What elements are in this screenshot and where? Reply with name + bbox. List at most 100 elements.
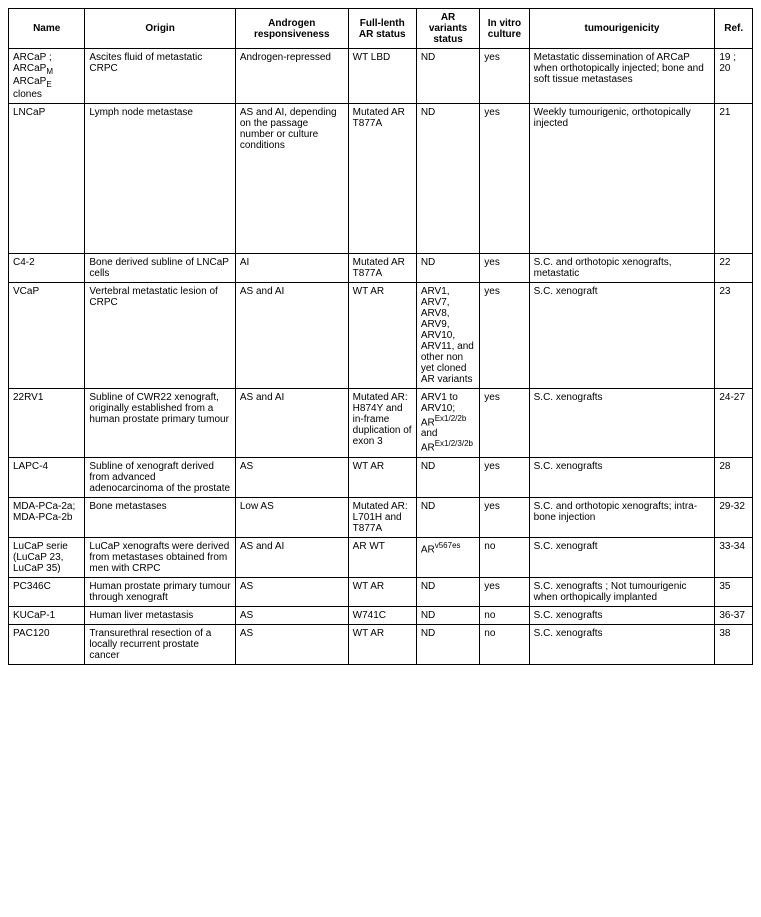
cell-arVariants: ND <box>416 624 479 664</box>
cell-name: PC346C <box>9 577 85 606</box>
cell-fullAr: Mutated AR: L701H and T877A <box>348 497 416 537</box>
cell-androgen: AS and AI <box>235 283 348 389</box>
cell-arVariants: ND <box>416 497 479 537</box>
cell-inVitro: yes <box>480 104 529 254</box>
cell-inVitro: yes <box>480 389 529 458</box>
cell-tumour: S.C. xenografts <box>529 624 715 664</box>
table-row: LuCaP serie (LuCaP 23, LuCaP 35)LuCaP xe… <box>9 537 753 577</box>
cell-arVariants: ND <box>416 49 479 104</box>
cell-origin: Human liver metastasis <box>85 606 235 624</box>
table-row: LAPC-4 Subline of xenograft derived from… <box>9 457 753 497</box>
cell-ref: 21 <box>715 104 753 254</box>
cell-tumour: Metastatic dissemination of ARCaP when o… <box>529 49 715 104</box>
cell-androgen: AI <box>235 254 348 283</box>
cell-fullAr: Mutated AR T877A <box>348 254 416 283</box>
header-arVariants: AR variants status <box>416 9 479 49</box>
cell-ref: 23 <box>715 283 753 389</box>
cell-inVitro: yes <box>480 577 529 606</box>
cell-inVitro: no <box>480 606 529 624</box>
cell-ref: 29-32 <box>715 497 753 537</box>
cell-ref: 35 <box>715 577 753 606</box>
table-row: KUCaP-1Human liver metastasisASW741CNDno… <box>9 606 753 624</box>
table-row: VCaPVertebral metastatic lesion of CRPCA… <box>9 283 753 389</box>
cell-origin: Vertebral metastatic lesion of CRPC <box>85 283 235 389</box>
cell-androgen: AS <box>235 577 348 606</box>
cell-name: LAPC-4 <box>9 457 85 497</box>
cell-ref: 33-34 <box>715 537 753 577</box>
cell-inVitro: yes <box>480 497 529 537</box>
header-row: Name Origin Androgen responsiveness Full… <box>9 9 753 49</box>
cell-fullAr: WT AR <box>348 624 416 664</box>
cell-tumour: Weekly tumourigenic, orthotopically inje… <box>529 104 715 254</box>
cell-fullAr: WT LBD <box>348 49 416 104</box>
cell-ref: 28 <box>715 457 753 497</box>
cell-arVariants: ND <box>416 254 479 283</box>
cell-origin: Subline of xenograft derived from advanc… <box>85 457 235 497</box>
cell-origin: Bone derived subline of LNCaP cells <box>85 254 235 283</box>
cell-name: ARCaP ; ARCaPM ARCaPE clones <box>9 49 85 104</box>
cell-fullAr: Mutated AR: H874Y and in-frame duplicati… <box>348 389 416 458</box>
cell-tumour: S.C. xenografts <box>529 389 715 458</box>
table-row: LNCaPLymph node metastaseAS and AI, depe… <box>9 104 753 254</box>
cell-fullAr: WT AR <box>348 283 416 389</box>
cell-arVariants: ARv567es <box>416 537 479 577</box>
header-tumour: tumourigenicity <box>529 9 715 49</box>
table-row: PAC120Transurethral resection of a local… <box>9 624 753 664</box>
cell-arVariants: ND <box>416 606 479 624</box>
cell-origin: Ascites fluid of metastatic CRPC <box>85 49 235 104</box>
cell-ref: 19 ; 20 <box>715 49 753 104</box>
cell-androgen: Androgen-repressed <box>235 49 348 104</box>
cell-name: KUCaP-1 <box>9 606 85 624</box>
cell-tumour: S.C. xenograft <box>529 283 715 389</box>
cell-androgen: AS <box>235 606 348 624</box>
cell-ref: 24-27 <box>715 389 753 458</box>
cell-fullAr: W741C <box>348 606 416 624</box>
cell-ref: 38 <box>715 624 753 664</box>
prostate-cell-lines-table: Name Origin Androgen responsiveness Full… <box>8 8 753 665</box>
cell-name: PAC120 <box>9 624 85 664</box>
cell-name: LNCaP <box>9 104 85 254</box>
table-row: PC346CHuman prostate primary tumour thro… <box>9 577 753 606</box>
header-androgen: Androgen responsiveness <box>235 9 348 49</box>
cell-androgen: AS and AI, depending on the passage numb… <box>235 104 348 254</box>
cell-inVitro: yes <box>480 254 529 283</box>
cell-ref: 36-37 <box>715 606 753 624</box>
header-fullAr: Full-lenth AR status <box>348 9 416 49</box>
cell-tumour: S.C. xenografts <box>529 457 715 497</box>
cell-fullAr: Mutated AR T877A <box>348 104 416 254</box>
cell-name: MDA-PCa-2a; MDA-PCa-2b <box>9 497 85 537</box>
cell-name: C4-2 <box>9 254 85 283</box>
cell-tumour: S.C. and orthotopic xenografts, metastat… <box>529 254 715 283</box>
cell-tumour: S.C. xenografts ; Not tumourigenic when … <box>529 577 715 606</box>
cell-fullAr: WT AR <box>348 577 416 606</box>
cell-tumour: S.C. xenografts <box>529 606 715 624</box>
cell-tumour: S.C. and orthotopic xenografts; intra-bo… <box>529 497 715 537</box>
header-origin: Origin <box>85 9 235 49</box>
table-row: MDA-PCa-2a; MDA-PCa-2bBone metastasesLow… <box>9 497 753 537</box>
header-ref: Ref. <box>715 9 753 49</box>
cell-androgen: AS and AI <box>235 537 348 577</box>
cell-origin: LuCaP xenografts were derived from metas… <box>85 537 235 577</box>
cell-fullAr: AR WT <box>348 537 416 577</box>
table-row: C4-2Bone derived subline of LNCaP cellsA… <box>9 254 753 283</box>
cell-androgen: AS <box>235 624 348 664</box>
cell-inVitro: yes <box>480 283 529 389</box>
cell-arVariants: ARV1 to ARV10; AREx1/2/2b and AREx1/2/3/… <box>416 389 479 458</box>
cell-inVitro: no <box>480 537 529 577</box>
cell-inVitro: no <box>480 624 529 664</box>
cell-androgen: AS <box>235 457 348 497</box>
cell-androgen: Low AS <box>235 497 348 537</box>
cell-arVariants: ND <box>416 577 479 606</box>
cell-ref: 22 <box>715 254 753 283</box>
cell-inVitro: yes <box>480 457 529 497</box>
cell-name: LuCaP serie (LuCaP 23, LuCaP 35) <box>9 537 85 577</box>
cell-origin: Lymph node metastase <box>85 104 235 254</box>
cell-arVariants: ND <box>416 457 479 497</box>
table-row: 22RV1Subline of CWR22 xenograft, origina… <box>9 389 753 458</box>
cell-origin: Transurethral resection of a locally rec… <box>85 624 235 664</box>
cell-name: 22RV1 <box>9 389 85 458</box>
table-body: ARCaP ; ARCaPM ARCaPE clonesAscites flui… <box>9 49 753 665</box>
cell-name: VCaP <box>9 283 85 389</box>
header-name: Name <box>9 9 85 49</box>
table-row: ARCaP ; ARCaPM ARCaPE clonesAscites flui… <box>9 49 753 104</box>
